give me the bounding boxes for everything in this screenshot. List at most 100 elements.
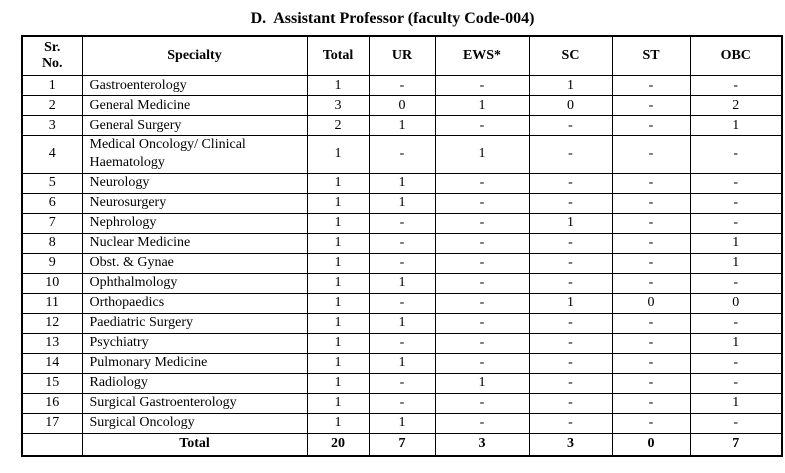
table-row: 10 Ophthalmology 1 1- - - -	[21, 272, 783, 294]
specialty-cell: Nephrology	[81, 212, 308, 234]
specialty-cell: Surgical Gastroenterology	[81, 392, 308, 414]
table-row: 16 Surgical Gastroenterology 1- - - -1	[21, 392, 783, 414]
table-row: 13 Psychiatry 1- - - -1	[21, 332, 783, 354]
total-cell: 1	[306, 232, 370, 254]
obc-cell: -	[689, 352, 783, 374]
specialty-cell: Ophthalmology	[81, 272, 308, 294]
sr-no-cell: 10	[21, 272, 83, 294]
sc-cell: -	[528, 232, 613, 254]
sc-cell: 1	[528, 75, 613, 97]
column-header-specialty: Specialty	[81, 35, 308, 77]
ews-cell: -	[434, 332, 530, 354]
total-cell: 1	[306, 352, 370, 374]
ews-cell: 1	[434, 372, 530, 394]
st-cell: -	[611, 312, 691, 334]
ur-cell: 1	[368, 115, 436, 137]
sc-cell: 0	[528, 95, 613, 117]
st-cell: -	[611, 252, 691, 274]
specialty-cell: Pulmonary Medicine	[81, 352, 308, 374]
st-cell: 0	[611, 292, 691, 314]
ews-cell: -	[434, 312, 530, 334]
total-cell: 1	[306, 292, 370, 314]
sr-no-cell: 17	[21, 412, 83, 434]
obc-total-cell: 7	[689, 432, 783, 457]
table-row: 6 Neurosurgery 1 1- - - -	[21, 192, 783, 214]
ews-cell: -	[434, 115, 530, 137]
sr-no-cell: 2	[21, 95, 83, 117]
sr-no-cell: 4	[21, 135, 83, 174]
column-header-ews: EWS*	[434, 35, 530, 77]
ews-cell: -	[434, 75, 530, 97]
ur-cell: -	[368, 212, 436, 234]
st-cell: -	[611, 95, 691, 117]
sc-cell: -	[528, 115, 613, 137]
ews-cell: 1	[434, 135, 530, 174]
st-cell: -	[611, 412, 691, 434]
obc-cell: -	[689, 272, 783, 294]
ews-cell: -	[434, 352, 530, 374]
sc-cell: -	[528, 312, 613, 334]
obc-cell: -	[689, 312, 783, 334]
ur-cell: -	[368, 372, 436, 394]
table-footer-row: Total 20 7 3 3 0 7	[21, 432, 783, 457]
ur-cell: 1	[368, 312, 436, 334]
total-cell: 1	[306, 192, 370, 214]
specialty-cell: Psychiatry	[81, 332, 308, 354]
specialty-cell: Paediatric Surgery	[81, 312, 308, 334]
total-cell: 1	[306, 392, 370, 414]
ur-cell: -	[368, 332, 436, 354]
sc-cell: 1	[528, 292, 613, 314]
table-row: 1 Gastroenterology 1- -1- -	[21, 75, 783, 97]
obc-cell: 1	[689, 232, 783, 254]
sr-no-cell: 12	[21, 312, 83, 334]
ews-cell: -	[434, 172, 530, 194]
table-row: 9 Obst. & Gynae 1- - - -1	[21, 252, 783, 274]
total-cell: 2	[306, 115, 370, 137]
vacancy-table: Sr. No. Specialty Total UR EWS* SC ST OBC 1 Gast…	[21, 35, 783, 457]
total-cell: 1	[306, 135, 370, 174]
specialty-cell: General Surgery	[81, 115, 308, 137]
sr-no-cell: 16	[21, 392, 83, 414]
ur-cell: 1	[368, 412, 436, 434]
sr-no-cell: 14	[21, 352, 83, 374]
st-cell: -	[611, 135, 691, 174]
ur-cell: -	[368, 252, 436, 274]
column-header-total: Total	[306, 35, 370, 77]
ews-cell: -	[434, 292, 530, 314]
sc-cell: -	[528, 192, 613, 214]
st-cell: -	[611, 232, 691, 254]
sc-cell: -	[528, 392, 613, 414]
table-header-row: Sr. No. Specialty Total UR EWS* SC ST OBC	[21, 35, 783, 77]
total-cell: 1	[306, 212, 370, 234]
total-cell: 1	[306, 332, 370, 354]
ews-total-cell: 3	[434, 432, 530, 457]
obc-cell: -	[689, 212, 783, 234]
ur-cell: -	[368, 135, 436, 174]
specialty-cell: Obst. & Gynae	[81, 252, 308, 274]
sr-no-cell: 15	[21, 372, 83, 394]
ews-cell: 1	[434, 95, 530, 117]
specialty-cell: Surgical Oncology	[81, 412, 308, 434]
ews-cell: -	[434, 212, 530, 234]
st-cell: -	[611, 212, 691, 234]
sc-cell: -	[528, 252, 613, 274]
total-cell: 1	[306, 75, 370, 97]
ur-cell: 1	[368, 272, 436, 294]
total-cell: 3	[306, 95, 370, 117]
sr-no-cell: 8	[21, 232, 83, 254]
table-row: 17 Surgical Oncology 1 1- - - -	[21, 412, 783, 434]
page-title: D. Assistant Professor (faculty Code-004…	[250, 10, 535, 27]
obc-cell: 0	[689, 292, 783, 314]
st-cell: -	[611, 172, 691, 194]
obc-cell: -	[689, 412, 783, 434]
st-cell: -	[611, 75, 691, 97]
specialty-cell: Nuclear Medicine	[81, 232, 308, 254]
total-cell: 1	[306, 412, 370, 434]
ews-cell: -	[434, 252, 530, 274]
sc-total-cell: 3	[528, 432, 613, 457]
st-cell: -	[611, 372, 691, 394]
sr-no-cell: 5	[21, 172, 83, 194]
table-row: 8 Nuclear Medicine 1- - - -1	[21, 232, 783, 254]
st-cell: -	[611, 272, 691, 294]
sc-cell: 1	[528, 212, 613, 234]
